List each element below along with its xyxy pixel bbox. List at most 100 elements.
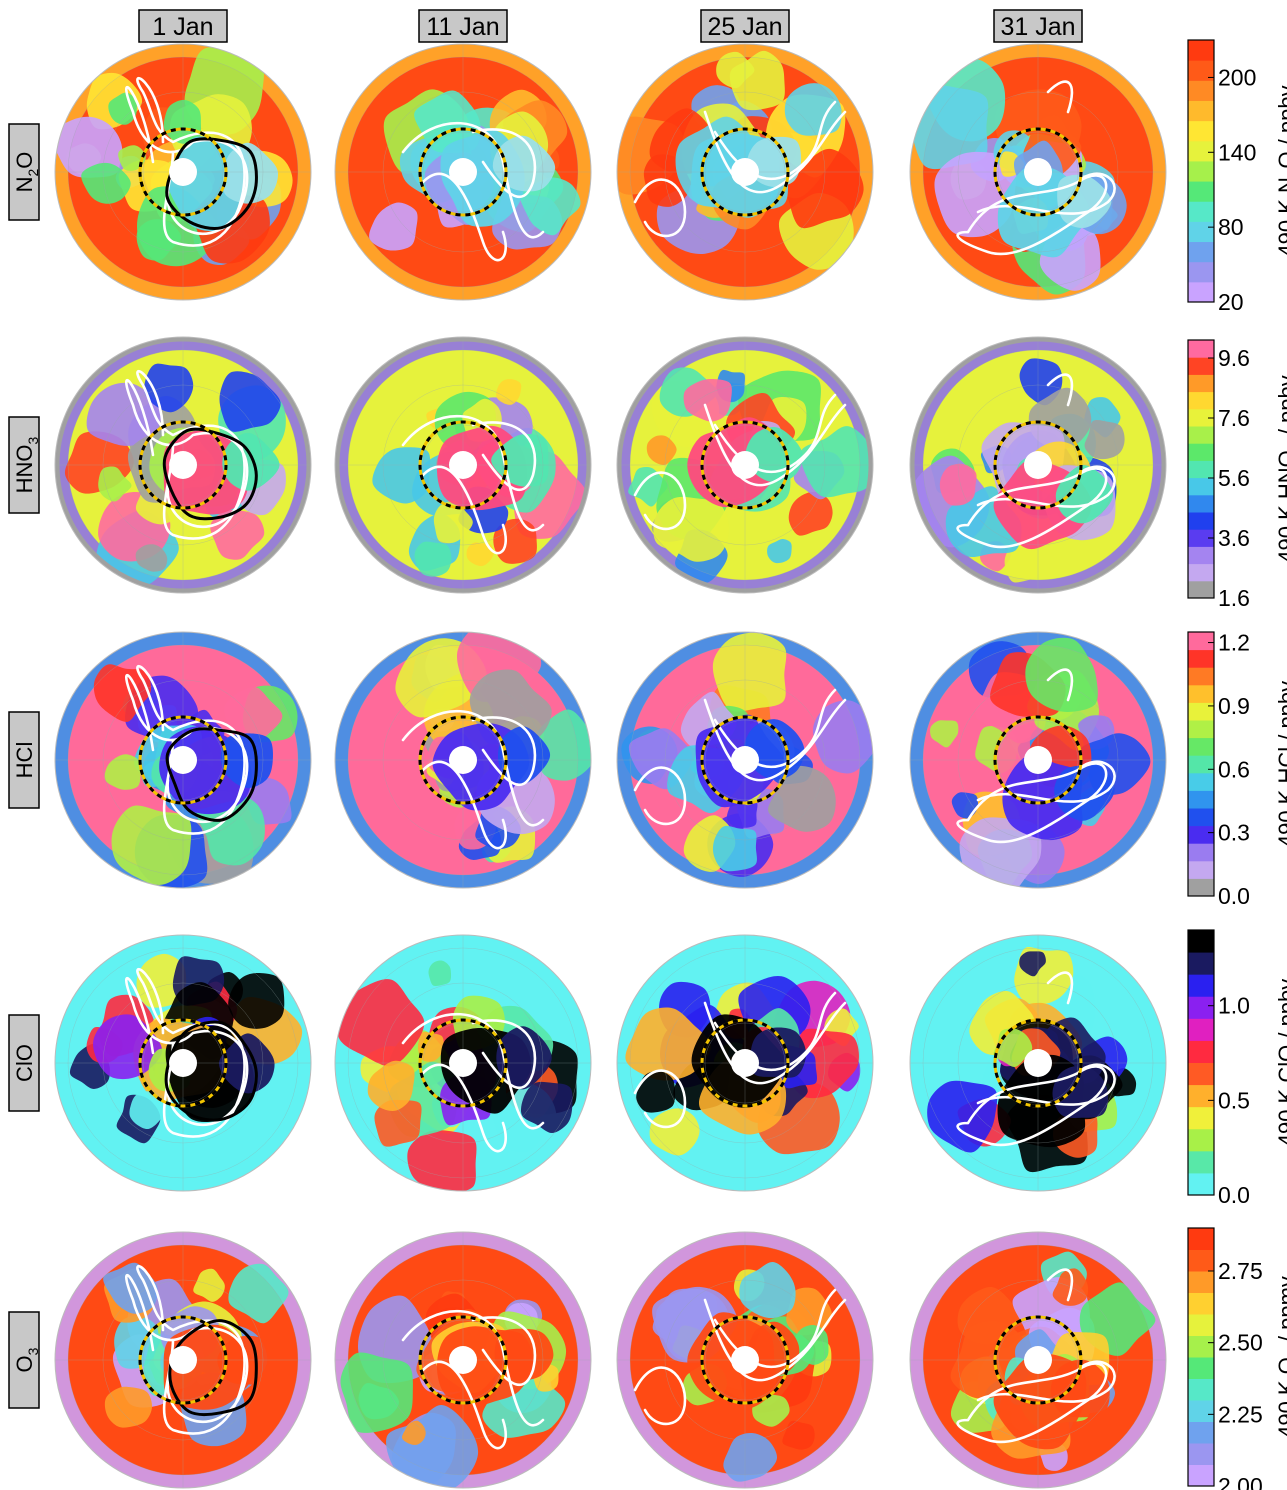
colorbar-swatch: [1188, 201, 1214, 222]
map-white-contour: [124, 977, 249, 1126]
colorbar-tick-label: 0.9: [1218, 693, 1250, 719]
colorbar-swatch: [1188, 512, 1214, 530]
map-field-blob: [402, 1420, 426, 1445]
map-pole: [731, 1346, 759, 1374]
map-field-blob: [367, 1060, 415, 1112]
map-border: [616, 934, 874, 1192]
map-field-blob: [55, 116, 123, 178]
map-dashed-circle-black: [700, 1315, 790, 1405]
map-white-contour: [136, 76, 246, 247]
map-dashed-circle-black: [993, 1315, 1083, 1405]
map-field-blob: [466, 542, 494, 567]
map-dashed-circle-black: [700, 420, 790, 510]
map-field-blob: [910, 84, 989, 170]
colorbar-swatch: [1188, 1357, 1214, 1379]
column-label-box: [700, 9, 790, 43]
map-white-contour: [956, 762, 1108, 844]
map-dashed-circle-black: [418, 420, 508, 510]
map-field-blob: [628, 467, 668, 507]
map-white-contour: [401, 1309, 545, 1450]
polar-map: [616, 934, 874, 1192]
map-field-blob: [712, 825, 757, 872]
colorbar-swatch: [1188, 1172, 1214, 1196]
map-pole: [169, 1346, 197, 1374]
colorbar-swatch: [1188, 1040, 1214, 1063]
colorbars: 200 140 80 20 490 K N₂O / ppbv 9.6 7.6 5.6 3.6 1.…: [1187, 39, 1287, 1490]
colorbar-swatch: [1188, 391, 1214, 410]
map-white-contour: [633, 403, 847, 531]
map-field-blob: [767, 538, 792, 564]
colorbar: 9.6 7.6 5.6 3.6 1.6 490 K HNO₃ / ppbv: [1187, 339, 1287, 611]
colorbar-swatch: [1188, 281, 1214, 303]
map-field-blob: [1025, 637, 1098, 712]
map-pole: [449, 158, 477, 186]
map-field-blob: [927, 1080, 998, 1153]
colorbar-label: 490 K ClO / ppbv: [1274, 979, 1287, 1147]
colorbar-label: 490 K HNO₃ / ppbv: [1274, 375, 1287, 563]
map-field-blob: [224, 687, 283, 746]
polar-map: [54, 934, 312, 1192]
map-white-contour: [471, 421, 537, 491]
map-white-contour: [956, 1362, 1108, 1444]
colorbar-tick-label: 1.0: [1218, 993, 1250, 1019]
map-field-blob: [712, 632, 787, 712]
map-border: [54, 336, 312, 594]
colorbar-tick-label: 0.0: [1218, 883, 1250, 909]
colorbar-tick-label: 5.6: [1218, 465, 1250, 491]
map-white-contour: [401, 121, 545, 262]
map-field-blob: [939, 463, 977, 506]
map-border: [909, 631, 1167, 889]
column-label: 11 Jan: [418, 9, 508, 43]
map-white-contour: [633, 1298, 847, 1426]
map-field-blob: [520, 1081, 573, 1134]
map-field-blob: [374, 1099, 422, 1147]
map-border: [334, 631, 592, 889]
colorbar-tick-label: 2.00: [1218, 1473, 1263, 1490]
map-field-blob: [782, 1420, 815, 1450]
map-dashed-circle-black: [993, 1018, 1083, 1108]
colorbar-frame: [1187, 39, 1215, 303]
colorbar-tick-label: 1.2: [1218, 630, 1250, 656]
map-border: [909, 934, 1167, 1192]
map-pole: [1024, 158, 1052, 186]
colorbar-label: 490 K N₂O / ppbv: [1274, 85, 1287, 256]
colorbar-swatch: [1188, 80, 1214, 101]
colorbar-swatch: [1188, 737, 1214, 756]
map-pole: [731, 158, 759, 186]
map-field-blob: [534, 709, 591, 781]
map-white-contour: [136, 1264, 246, 1435]
map-field-blob: [104, 1386, 153, 1428]
map-field-blob: [81, 162, 131, 204]
map-field-blob: [135, 544, 168, 572]
colorbar-swatch: [1188, 580, 1214, 599]
map-dashed-circle-black: [993, 420, 1083, 510]
map-vortex-lobe: [497, 726, 551, 785]
map-white-contour: [136, 664, 246, 835]
map-dashed-circle-black: [418, 127, 508, 217]
map-white-contour: [401, 709, 545, 850]
row-label-box: [8, 711, 40, 809]
map-white-contour: [136, 967, 246, 1138]
colorbar-tick-label: 0.6: [1218, 756, 1250, 782]
map-field-blob: [414, 541, 452, 577]
map-field-blob: [1019, 358, 1063, 406]
map-field-blob: [1004, 543, 1040, 583]
map-field-blob: [193, 1268, 225, 1302]
map-border: [54, 934, 312, 1192]
colorbar-swatch: [1188, 477, 1214, 496]
polar-map: [54, 43, 312, 301]
map-white-contour: [401, 414, 545, 555]
map-field-blob: [519, 177, 581, 236]
map-field-blob: [649, 1108, 700, 1156]
map-white-contour: [471, 716, 537, 786]
map-pole: [169, 451, 197, 479]
colorbar-swatch: [1188, 340, 1214, 358]
column-label-text: 25 Jan: [707, 13, 782, 41]
colorbar-swatch: [1188, 261, 1214, 283]
row-label-box: [8, 416, 40, 514]
map-vortex-lobe: [222, 432, 280, 491]
colorbar-swatch: [1188, 1335, 1214, 1358]
colorbar-swatch: [1188, 720, 1214, 739]
map-vortex-lobe: [222, 142, 279, 204]
row-label: HNO3: [8, 416, 41, 514]
